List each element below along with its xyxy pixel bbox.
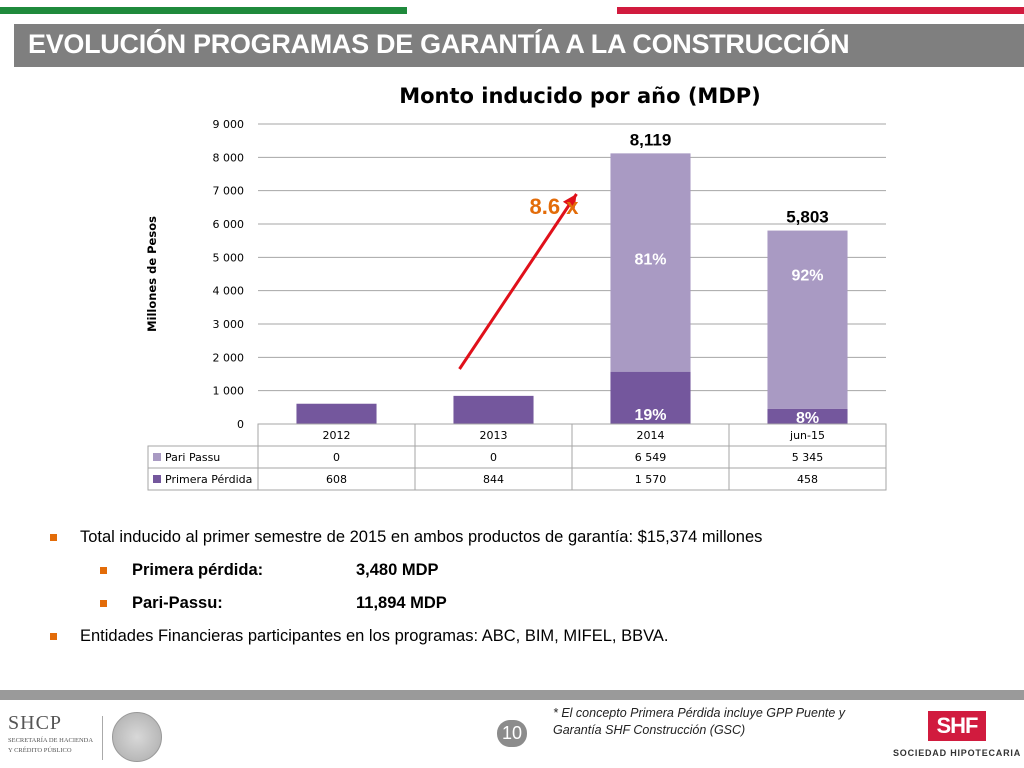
growth-arrow xyxy=(458,193,578,370)
y-tick-label: 6 000 xyxy=(213,218,245,231)
bullet-marker xyxy=(100,600,107,607)
y-axis-label: Millones de Pesos xyxy=(145,216,159,332)
y-tick-label: 5 000 xyxy=(213,251,245,264)
top-red-stripe xyxy=(617,7,1024,14)
legend-swatch xyxy=(153,453,161,461)
bar-primera-p-rdida xyxy=(296,403,377,424)
segment-label: 8% xyxy=(796,410,819,427)
legend-swatch xyxy=(153,475,161,483)
shcp-logo: SHCP SECRETARÍA DE HACIENDA Y CRÉDITO PÚ… xyxy=(8,712,100,760)
national-seal-icon xyxy=(112,712,162,762)
bullet-pari-passu: Pari-Passu: 11,894 MDP xyxy=(50,594,950,627)
bar-primera-p-rdida xyxy=(767,408,848,424)
bullet-entidades-text: Entidades Financieras participantes en l… xyxy=(80,627,669,645)
y-tick-label: 9 000 xyxy=(213,118,245,131)
y-tick-label: 2 000 xyxy=(213,351,245,364)
bar-primera-p-rdida xyxy=(610,371,691,424)
footnote: * El concepto Primera Pérdida incluye GP… xyxy=(553,706,846,737)
table-cell: 5 345 xyxy=(792,451,824,464)
x-tick-label: 2012 xyxy=(323,429,351,442)
page-number: 10 xyxy=(497,720,527,747)
total-label: 8,119 xyxy=(630,130,672,149)
x-tick-label: jun-15 xyxy=(789,429,825,442)
primera-perdida-value: 3,480 MDP xyxy=(356,561,439,579)
footer-bar xyxy=(0,690,1024,700)
pari-passu-value: 11,894 MDP xyxy=(356,594,447,612)
bullet-primera-perdida: Primera pérdida: 3,480 MDP xyxy=(50,561,950,594)
bar-pari-passu xyxy=(610,153,691,372)
table-cell: 458 xyxy=(797,473,818,486)
y-tick-label: 1 000 xyxy=(213,385,245,398)
total-label: 5,803 xyxy=(786,208,829,227)
table-row xyxy=(147,467,887,491)
title-bar: EVOLUCIÓN PROGRAMAS DE GARANTÍA A LA CON… xyxy=(14,24,1024,67)
y-tick-label: 4 000 xyxy=(213,285,245,298)
table-cell: 1 570 xyxy=(635,473,667,486)
table-cell: 844 xyxy=(483,473,504,486)
table-row xyxy=(147,445,887,469)
pari-passu-label: Pari-Passu: xyxy=(132,594,223,612)
bullet-marker xyxy=(50,534,57,541)
x-tick-label: 2013 xyxy=(480,429,508,442)
slide-title: EVOLUCIÓN PROGRAMAS DE GARANTÍA A LA CON… xyxy=(28,29,850,59)
y-tick-label: 0 xyxy=(237,418,244,431)
segment-label: 92% xyxy=(791,268,823,285)
top-green-stripe xyxy=(0,7,407,14)
growth-annotation: 8.6 x xyxy=(530,194,580,219)
bullet-list: Total inducido al primer semestre de 201… xyxy=(50,528,950,660)
bullet-entidades: Entidades Financieras participantes en l… xyxy=(50,627,950,660)
table-cell: 0 xyxy=(490,451,497,464)
legend-label: Primera Pérdida xyxy=(165,473,252,486)
y-tick-label: 7 000 xyxy=(213,185,245,198)
bullet-total-text: Total inducido al primer semestre de 201… xyxy=(80,528,763,546)
shf-logo: SHF xyxy=(928,711,986,741)
bar-pari-passu xyxy=(767,230,848,409)
logo-divider xyxy=(102,716,103,760)
y-tick-label: 8 000 xyxy=(213,151,245,164)
bullet-marker xyxy=(50,633,57,640)
shcp-logo-text: SHCP xyxy=(8,712,63,734)
table-cell: 608 xyxy=(326,473,347,486)
shcp-logo-sub1: SECRETARÍA DE HACIENDA xyxy=(8,737,94,744)
bullet-total: Total inducido al primer semestre de 201… xyxy=(50,528,950,561)
shf-name: SOCIEDAD HIPOTECARIA FEDERAL xyxy=(893,748,1024,758)
y-tick-label: 3 000 xyxy=(213,318,245,331)
segment-label: 81% xyxy=(634,252,666,269)
segment-label: 19% xyxy=(634,407,666,424)
x-tick-label: 2014 xyxy=(637,429,665,442)
chart-title: Monto inducido por año (MDP) xyxy=(399,84,761,108)
table-cell: 0 xyxy=(333,451,340,464)
growth-arrow-head xyxy=(562,194,577,210)
table-cell: 6 549 xyxy=(635,451,667,464)
legend-label: Pari Passu xyxy=(165,451,220,464)
bullet-marker xyxy=(100,567,107,574)
stacked-bar-chart: 0 1 000 2 000 3 000 4 000 5 000 6 000 7 000 8 00… xyxy=(145,118,887,491)
primera-perdida-label: Primera pérdida: xyxy=(132,561,264,579)
bar-primera-p-rdida xyxy=(453,395,534,424)
shcp-logo-sub2: Y CRÉDITO PÚBLICO xyxy=(8,747,72,754)
